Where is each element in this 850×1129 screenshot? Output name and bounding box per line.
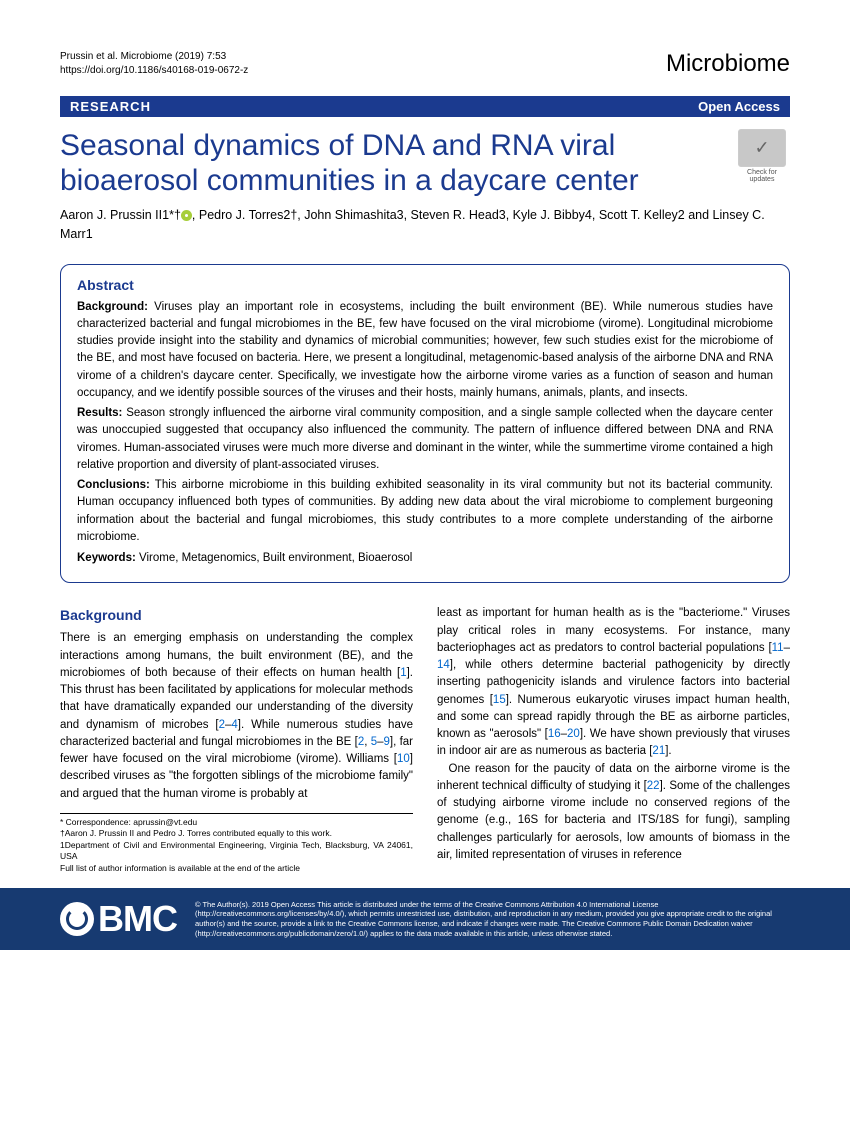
correspondence: * Correspondence: aprussin@vt.edu — [60, 817, 413, 828]
ref-link[interactable]: 20 — [567, 728, 580, 740]
body-text: Background There is an emerging emphasis… — [60, 605, 790, 874]
bmc-logo-icon — [60, 902, 94, 936]
ref-link[interactable]: 2 — [219, 719, 225, 731]
column-right: least as important for human health as i… — [437, 605, 790, 874]
orcid-icon[interactable] — [181, 210, 192, 221]
citation-block: Prussin et al. Microbiome (2019) 7:53 ht… — [60, 50, 248, 78]
article-type-label: RESEARCH — [70, 99, 151, 114]
author-info-note: Full list of author information is avail… — [60, 863, 413, 874]
kw-text: Virome, Metagenomics, Built environment,… — [136, 552, 413, 564]
abstract-box: Abstract Background: Viruses play an imp… — [60, 264, 790, 584]
abstract-heading: Abstract — [77, 277, 773, 293]
author-first: Aaron J. Prussin II1*† — [60, 208, 181, 222]
abstract-keywords: Keywords: Virome, Metagenomics, Built en… — [77, 550, 773, 567]
footnotes: * Correspondence: aprussin@vt.edu †Aaron… — [60, 813, 413, 874]
equal-contrib: †Aaron J. Prussin II and Pedro J. Torres… — [60, 828, 413, 839]
results-text: Season strongly influenced the airborne … — [77, 407, 773, 471]
body-para-2: One reason for the paucity of data on th… — [437, 761, 790, 865]
author-list: Aaron J. Prussin II1*†, Pedro J. Torres2… — [60, 206, 790, 244]
ref-link[interactable]: 15 — [493, 694, 506, 706]
bg-text: Viruses play an important role in ecosys… — [77, 301, 773, 399]
kw-label: Keywords: — [77, 552, 136, 564]
citation-line: Prussin et al. Microbiome (2019) 7:53 — [60, 50, 248, 64]
open-access-label: Open Access — [698, 99, 780, 114]
abstract-results: Results: Season strongly influenced the … — [77, 405, 773, 474]
doi-line: https://doi.org/10.1186/s40168-019-0672-… — [60, 64, 248, 78]
bmc-logo-text: BMC — [98, 898, 177, 940]
ref-link[interactable]: 16 — [548, 728, 561, 740]
body-para-1-cont: least as important for human health as i… — [437, 605, 790, 760]
article-title: Seasonal dynamics of DNA and RNA viral b… — [60, 129, 719, 198]
affiliation: 1Department of Civil and Environmental E… — [60, 840, 413, 863]
page-header: Prussin et al. Microbiome (2019) 7:53 ht… — [60, 50, 790, 78]
journal-name: Microbiome — [666, 50, 790, 78]
ref-link[interactable]: 11 — [772, 642, 784, 654]
publisher-footer: BMC © The Author(s). 2019 Open Access Th… — [0, 888, 850, 950]
bg-label: Background: — [77, 301, 148, 313]
crossmark-icon — [738, 129, 786, 167]
concl-text: This airborne microbiome in this buildin… — [77, 479, 773, 543]
column-left: Background There is an emerging emphasis… — [60, 605, 413, 874]
bmc-logo: BMC — [60, 898, 177, 940]
title-row: Seasonal dynamics of DNA and RNA viral b… — [60, 129, 790, 198]
ref-link[interactable]: 21 — [652, 745, 665, 757]
ref-link[interactable]: 2 — [358, 736, 364, 748]
results-label: Results: — [77, 407, 122, 419]
abstract-background: Background: Viruses play an important ro… — [77, 299, 773, 403]
concl-label: Conclusions: — [77, 479, 150, 491]
article-type-bar: RESEARCH Open Access — [60, 96, 790, 117]
check-updates-label: Check for updates — [747, 169, 777, 183]
ref-link[interactable]: 22 — [647, 780, 660, 792]
check-updates-badge[interactable]: Check for updates — [734, 129, 790, 183]
ref-link[interactable]: 14 — [437, 659, 450, 671]
ref-link[interactable]: 5 — [371, 736, 377, 748]
ref-link[interactable]: 10 — [397, 753, 410, 765]
section-heading: Background — [60, 605, 413, 626]
body-para-1: There is an emerging emphasis on underst… — [60, 630, 413, 803]
abstract-conclusions: Conclusions: This airborne microbiome in… — [77, 477, 773, 546]
license-text: © The Author(s). 2019 Open Access This a… — [195, 900, 790, 939]
